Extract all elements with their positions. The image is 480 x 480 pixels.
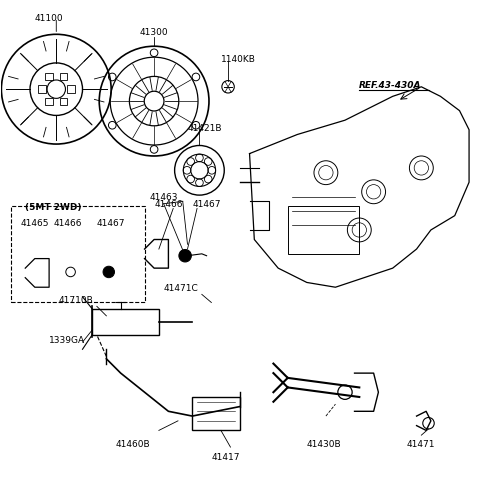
Bar: [45, 74, 53, 81]
Text: 41463: 41463: [149, 192, 178, 202]
Text: 41300: 41300: [140, 28, 168, 37]
Text: 41710B: 41710B: [59, 295, 94, 304]
Text: 41471: 41471: [407, 439, 435, 448]
Text: 41430B: 41430B: [307, 439, 341, 448]
Text: 41460B: 41460B: [116, 439, 151, 448]
Text: 41466: 41466: [154, 200, 182, 209]
Bar: [38, 86, 46, 94]
Text: 1339GA: 1339GA: [49, 336, 85, 345]
Text: 41417: 41417: [211, 452, 240, 461]
Text: 41467: 41467: [192, 200, 221, 209]
Text: 41471C: 41471C: [164, 283, 198, 292]
Text: 41421B: 41421B: [188, 123, 222, 132]
Bar: [288, 207, 360, 254]
Circle shape: [179, 250, 192, 263]
Text: 41465: 41465: [21, 219, 49, 228]
Bar: [45, 99, 53, 106]
Bar: [192, 397, 240, 431]
Bar: [60, 74, 67, 81]
Bar: [92, 309, 159, 335]
Circle shape: [103, 267, 115, 278]
Text: 41100: 41100: [35, 14, 63, 23]
Text: 41466: 41466: [54, 219, 83, 228]
Text: 1140KB: 1140KB: [221, 55, 256, 63]
Bar: [67, 86, 74, 94]
Bar: [60, 99, 67, 106]
Text: 41467: 41467: [97, 219, 125, 228]
Bar: [11, 207, 144, 302]
Text: REF.43-430A: REF.43-430A: [360, 81, 422, 90]
Text: (5MT 2WD): (5MT 2WD): [25, 203, 82, 211]
